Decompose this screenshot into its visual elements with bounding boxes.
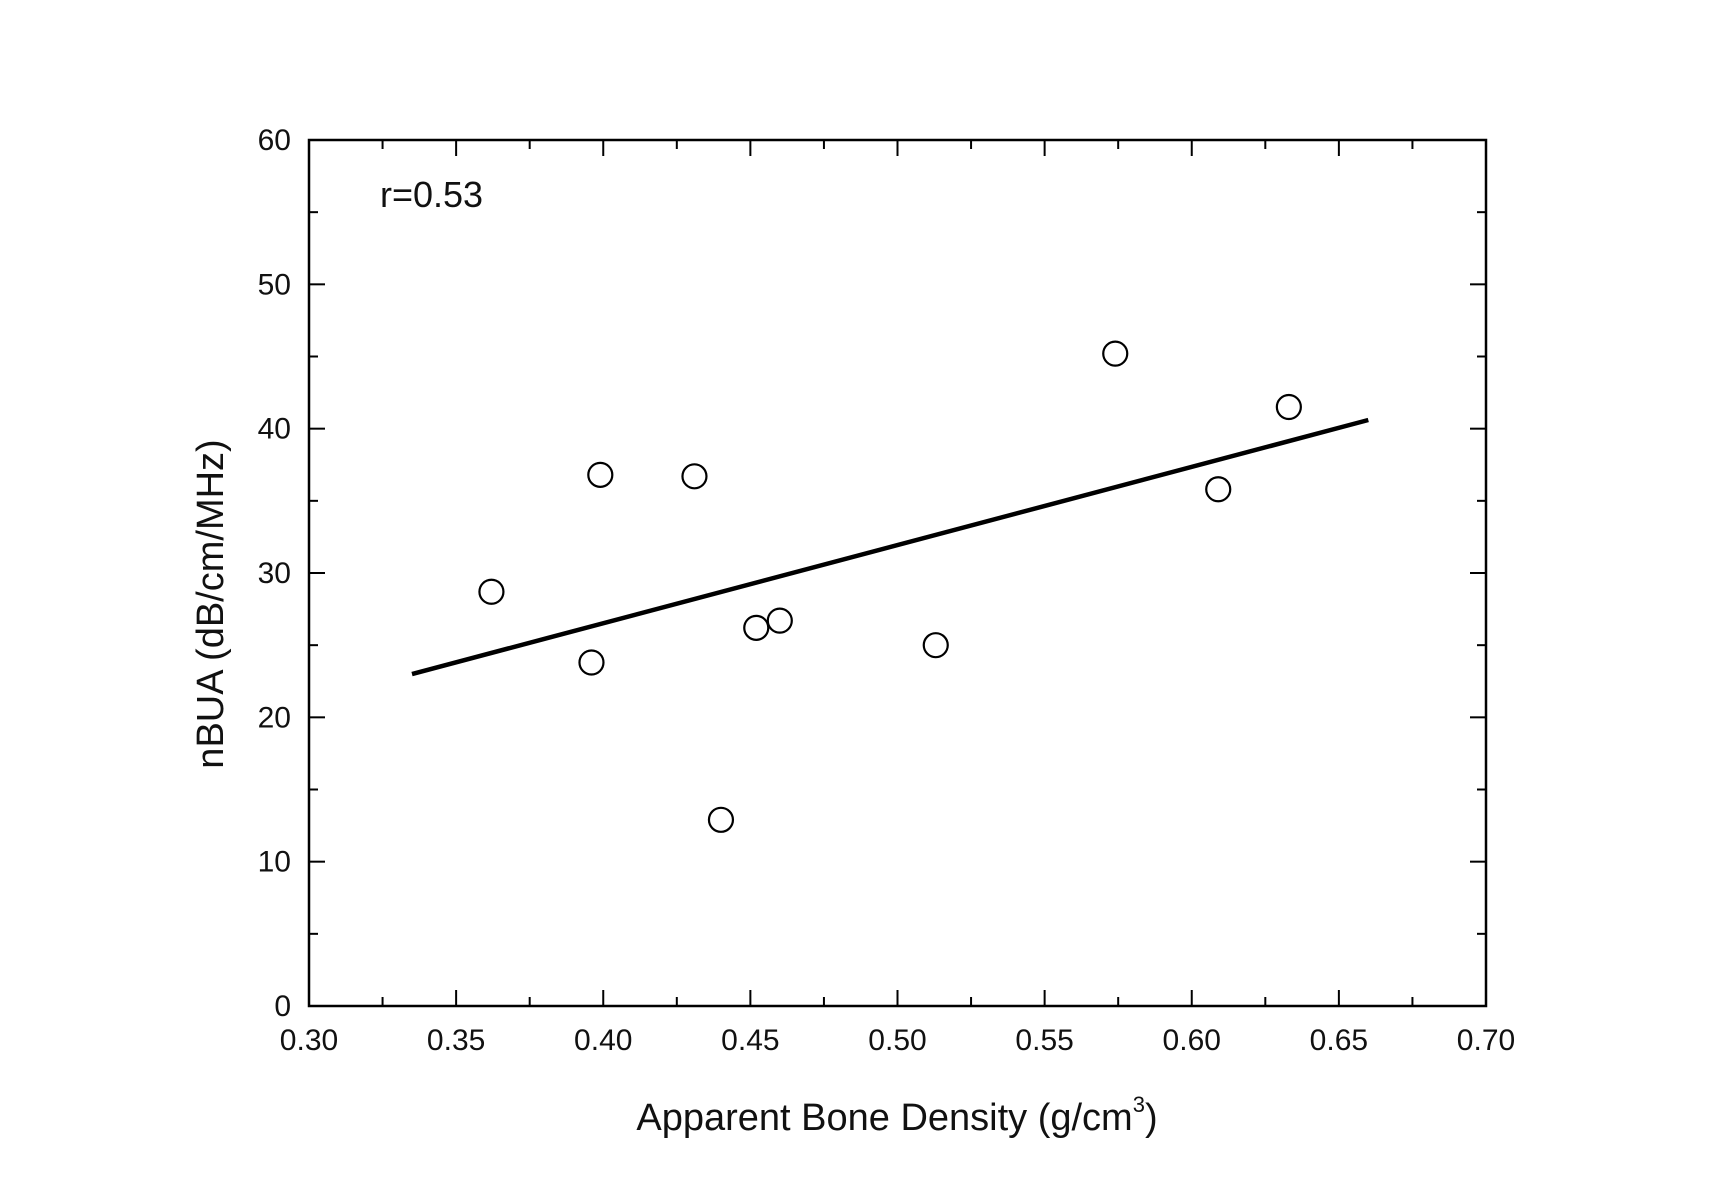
x-axis-title-superscript: 3: [1133, 1092, 1145, 1117]
data-point: [578, 649, 605, 676]
data-point: [766, 607, 793, 634]
data-point: [1102, 340, 1129, 367]
regression-line: [411, 417, 1369, 677]
x-tick-label: 0.40: [574, 1024, 632, 1057]
x-axis-title-suffix: ): [1145, 1097, 1158, 1139]
data-point: [587, 461, 614, 488]
x-axis-title-main: Apparent Bone Density (g/cm: [636, 1097, 1132, 1139]
y-tick-label: 60: [258, 124, 291, 157]
y-tick-label: 30: [258, 557, 291, 590]
axis-ticks: [308, 139, 1487, 1007]
x-tick-label: 0.45: [721, 1024, 779, 1057]
x-tick-label: 0.60: [1163, 1024, 1221, 1057]
data-point: [681, 463, 708, 490]
data-point: [707, 806, 735, 833]
data-point: [743, 614, 770, 641]
x-tick-label: 0.65: [1310, 1024, 1368, 1057]
y-tick-label: 40: [258, 413, 291, 446]
y-tick-label: 50: [258, 268, 291, 301]
data-point: [1275, 393, 1302, 421]
plot-frame: [307, 138, 1488, 1008]
y-tick-label: 20: [258, 701, 291, 734]
y-axis-title: nBUA (dB/cm/MHz): [190, 439, 232, 768]
data-point: [478, 578, 505, 605]
tick-labels: 0.30 0.35 0.40 0.45 0.50 0.55 0.60 0.65 0.70 0 10 2…: [258, 124, 1516, 1057]
data-point: [1205, 476, 1232, 503]
x-tick-label: 0.70: [1457, 1024, 1515, 1057]
y-tick-label: 10: [258, 846, 291, 879]
data-point: [922, 632, 949, 659]
y-tick-label: 0: [274, 990, 291, 1023]
correlation-annotation: r=0.53: [380, 174, 483, 215]
x-tick-label: 0.35: [427, 1024, 485, 1057]
x-tick-label: 0.55: [1015, 1024, 1073, 1057]
data-points: [478, 340, 1302, 833]
x-tick-label: 0.30: [280, 1024, 338, 1057]
x-axis-title: Apparent Bone Density (g/cm3): [636, 1092, 1157, 1139]
x-tick-label: 0.50: [868, 1024, 926, 1057]
